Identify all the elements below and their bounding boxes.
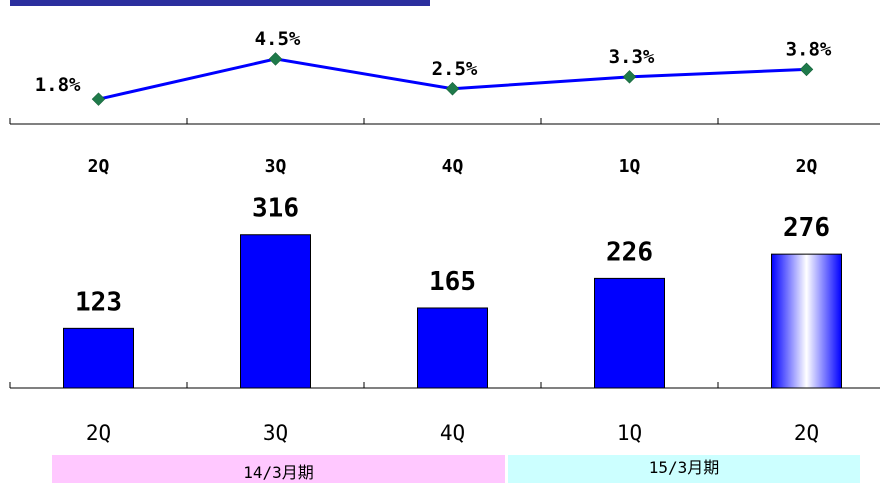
bar-category-label: 3Q <box>263 421 288 445</box>
line-category-label: 4Q <box>442 156 464 177</box>
bar-data-label: 276 <box>783 213 830 243</box>
line-data-label: 4.5% <box>255 28 301 50</box>
bar-data-label: 316 <box>252 194 299 224</box>
bar-data-label: 226 <box>606 237 653 267</box>
bar-data-label: 165 <box>429 267 476 297</box>
period-label: 14/3月期 <box>243 463 314 482</box>
bar-category-label: 2Q <box>86 421 111 445</box>
bar <box>417 307 488 389</box>
bar-category-label: 1Q <box>617 421 642 445</box>
header-bar <box>10 0 430 6</box>
bar-chart: 123 316 165 226 276 2Q 3Q 4Q 1Q 2Q <box>9 194 880 445</box>
period-bands: 14/3月期 15/3月期 <box>52 455 860 483</box>
bar <box>240 234 311 389</box>
period-band <box>52 455 505 483</box>
period-band <box>508 455 860 483</box>
bar <box>771 253 842 389</box>
bar-category-label: 4Q <box>440 421 465 445</box>
line-data-label: 2.5% <box>432 58 478 80</box>
line-point-marker <box>268 52 283 66</box>
bar <box>594 277 665 389</box>
period-label: 15/3月期 <box>649 458 720 477</box>
line-data-label: 3.3% <box>609 46 655 68</box>
line-category-label: 2Q <box>796 156 818 177</box>
line-point-marker <box>91 92 106 106</box>
line-category-label: 3Q <box>265 156 287 177</box>
line-data-label: 1.8% <box>35 74 81 96</box>
line-category-label: 1Q <box>619 156 641 177</box>
bar-category-label: 2Q <box>794 421 819 445</box>
bar-data-label: 123 <box>75 287 122 317</box>
bar <box>63 327 134 389</box>
line-point-marker <box>622 70 637 84</box>
line-chart: 1.8% 4.5% 2.5% 3.3% 3.8% 2Q 3Q 4Q 1Q 2Q <box>9 28 880 177</box>
line-point-marker <box>799 62 814 77</box>
line-category-label: 2Q <box>88 156 110 177</box>
line-point-marker <box>445 82 460 96</box>
line-data-label: 3.8% <box>786 38 832 60</box>
